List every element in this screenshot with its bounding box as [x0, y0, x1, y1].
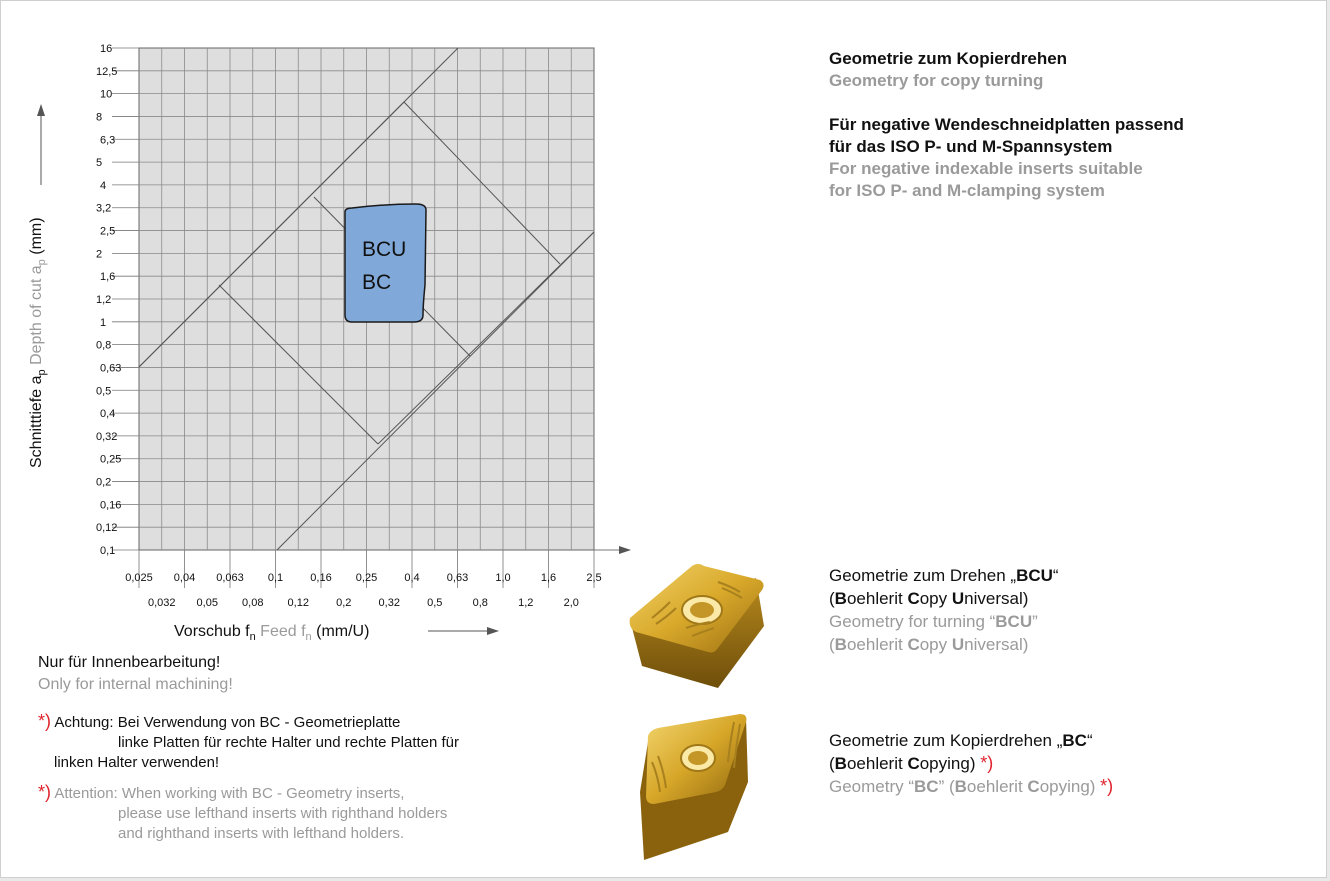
y-tick-label: 10	[100, 89, 112, 101]
y-tick-label: 0,2	[96, 477, 111, 489]
bc-description: Geometrie zum Kopierdrehen „BC“ (Boehler…	[829, 731, 1114, 796]
title-en: Geometry for copy turning	[829, 71, 1044, 90]
attention-de: *) Achtung: Bei Verwendung von BC - Geom…	[38, 711, 460, 771]
y-tick-label: 6,3	[100, 134, 115, 146]
subtitle-en-line1: For negative indexable inserts suitable	[829, 159, 1143, 178]
y-tick-label: 0,16	[100, 499, 121, 511]
x-tick-label: 2,5	[586, 572, 601, 584]
chart-diagonal-line	[377, 231, 595, 445]
y-tick-label: 1,2	[96, 294, 111, 306]
x-tick-label: 0,5	[427, 597, 442, 609]
title-de: Geometrie zum Kopierdrehen	[829, 49, 1068, 68]
y-tick-label: 2,5	[100, 226, 115, 238]
bcu-description: Geometrie zum Drehen „BCU“ (Boehlerit Co…	[829, 566, 1059, 654]
y-tick-label: 1,6	[100, 271, 115, 283]
x-tick-label: 0,08	[242, 597, 263, 609]
bcu-insert-image	[629, 564, 764, 688]
chart-diagonal-line	[218, 284, 379, 445]
y-tick-label: 0,8	[96, 340, 111, 352]
chart-tick-labels: 16 12,5 10 8 6,3 5 4 3,2 2,5 2 1,6 1,2 1 0,8 0,63 0,5 0,…	[96, 43, 602, 609]
x-tick-label: 0,025	[125, 572, 153, 584]
y-tick-label: 5	[96, 157, 102, 169]
y-tick-label: 2	[96, 248, 102, 260]
asterisk-note: *)	[980, 753, 994, 773]
y-tick-label: 0,63	[100, 362, 121, 374]
internal-note-en: Only for internal machining!	[38, 676, 233, 693]
x-tick-label: 0,16	[310, 572, 331, 584]
y-tick-label: 0,1	[100, 545, 115, 557]
y-tick-label: 3,2	[96, 203, 111, 215]
x-tick-label: 0,25	[356, 572, 377, 584]
y-tick-label: 0,5	[96, 385, 111, 397]
asterisk-note: *)	[1100, 776, 1114, 796]
x-tick-label: 0,04	[174, 572, 195, 584]
x-tick-label: 0,32	[379, 597, 400, 609]
x-tick-label: 0,032	[148, 597, 176, 609]
x-tick-label: 0,4	[404, 572, 419, 584]
x-tick-label: 0,063	[216, 572, 244, 584]
x-tick-label: 1,0	[495, 572, 510, 584]
x-tick-label: 0,12	[288, 597, 309, 609]
x-axis-label: Vorschub fn Feed fn (mm/U)	[174, 623, 369, 643]
x-tick-label: 0,1	[268, 572, 283, 584]
chart-diagonal-line	[138, 101, 405, 368]
subtitle-de-line2: für das ISO P- und M-Spannsystem	[829, 137, 1113, 156]
subtitle-en-line2: for ISO P- and M-clamping system	[829, 181, 1105, 200]
chart-diagonal-line	[276, 231, 595, 551]
internal-note-de: Nur für Innenbearbeitung!	[38, 654, 221, 671]
x-tick-label: 0,63	[447, 572, 468, 584]
y-tick-label: 0,32	[96, 431, 117, 443]
y-tick-label: 8	[96, 111, 102, 123]
y-tick-label: 12,5	[96, 66, 117, 78]
y-tick-label: 0,25	[100, 454, 121, 466]
internal-note: Nur für Innenbearbeitung! Only for inter…	[38, 652, 233, 696]
region-label-bc: BC	[362, 271, 391, 294]
y-tick-label: 16	[100, 43, 112, 55]
chart-diagonal-line	[403, 101, 561, 265]
attention-en: *) Attention: When working with BC - Geo…	[38, 782, 448, 842]
region-label-bcu: BCU	[362, 238, 406, 261]
y-tick-label: 0,4	[100, 408, 115, 420]
bcu-bc-region	[344, 203, 427, 323]
y-tick-label: 4	[100, 180, 106, 192]
y-tick-label: 1	[100, 317, 106, 329]
subtitle-de-line1: Für negative Wendeschneidplatten passend	[829, 115, 1184, 134]
geometry-description: Geometrie zum Kopierdrehen Geometry for …	[829, 48, 1309, 202]
x-tick-label: 1,2	[518, 597, 533, 609]
x-tick-label: 2,0	[564, 597, 579, 609]
x-tick-label: 0,8	[473, 597, 488, 609]
x-tick-label: 0,05	[197, 597, 218, 609]
y-tick-label: 0,12	[96, 522, 117, 534]
y-axis-label: Schnitttiefe ap Depth of cut ap (mm)	[28, 217, 48, 468]
x-tick-label: 0,2	[336, 597, 351, 609]
bc-insert-image	[640, 714, 748, 860]
chart-ticks	[112, 47, 595, 588]
x-tick-label: 1,6	[541, 572, 556, 584]
